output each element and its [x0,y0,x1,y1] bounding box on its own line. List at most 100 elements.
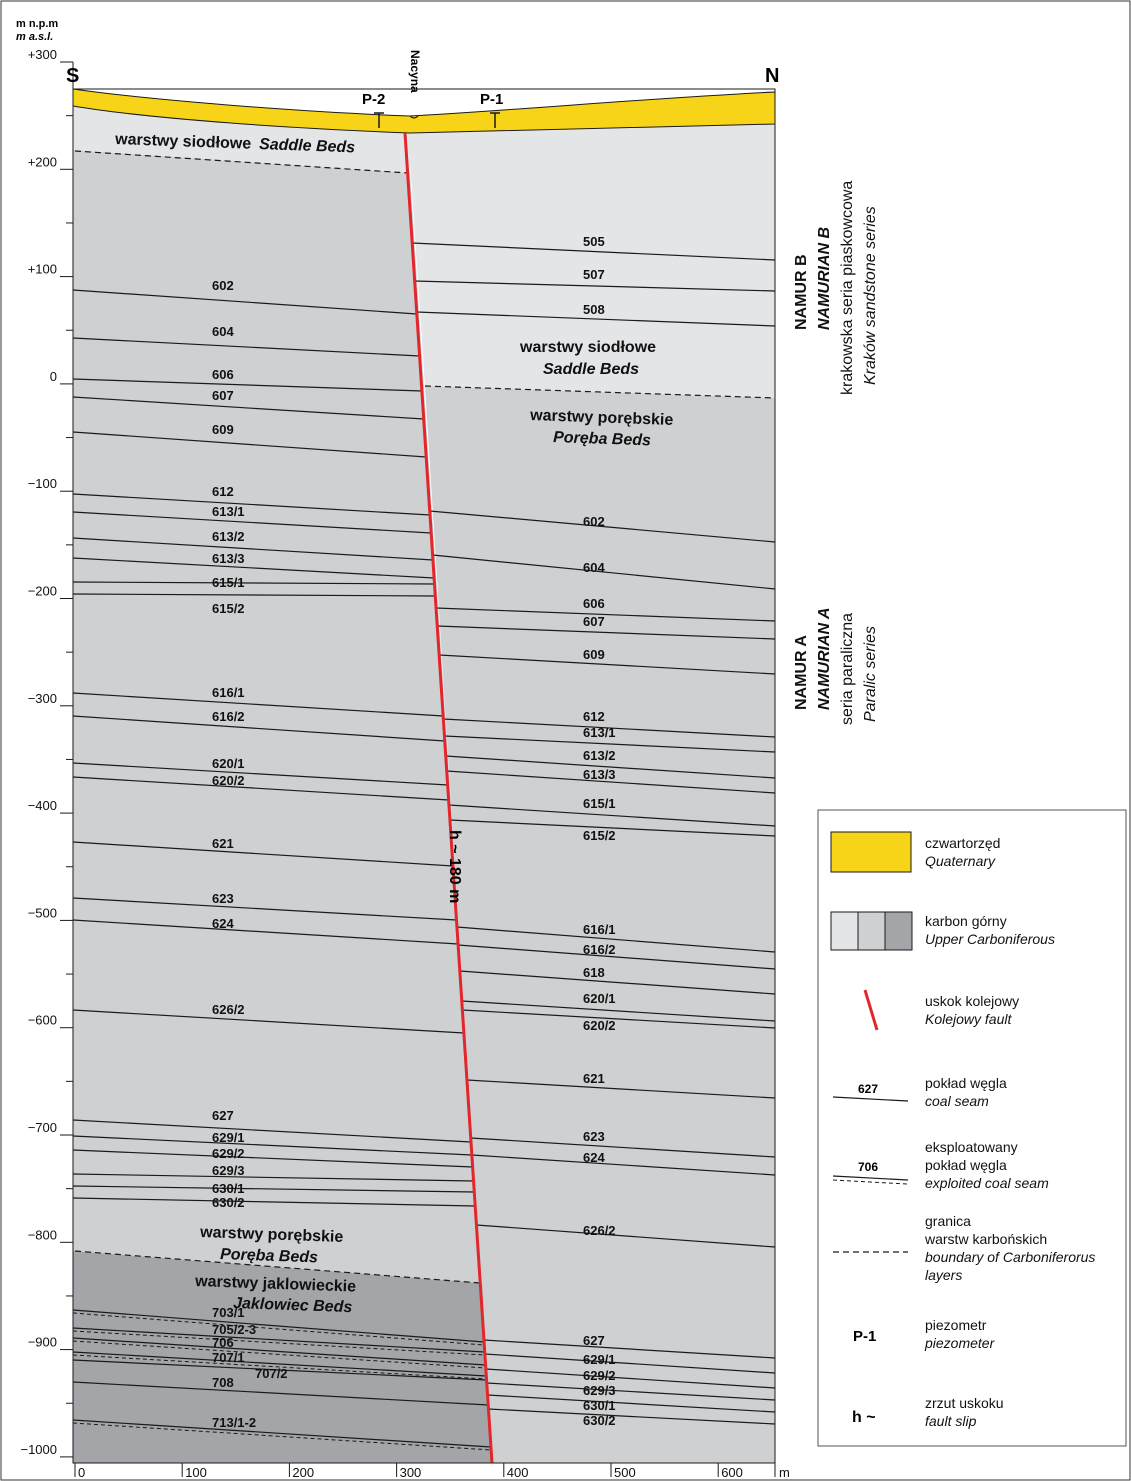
seam-label-left: 629/2 [212,1146,245,1161]
seam-label-left: 602 [212,278,234,293]
seam-label-left: 606 [212,367,234,382]
namurian-a-label: NAMURIAN A [816,607,833,710]
poreba-south-pl: warstwy porębskie [199,1224,344,1246]
legend-quaternary-pl: czwartorzęd [925,835,1000,851]
exploited-seam-dash [72,1330,485,1356]
piezometer-p1-label: P-1 [480,91,503,108]
quaternary-fill [72,88,776,134]
legend-fault-line [863,989,879,1031]
legend-exploited-pl2: pokład węgla [925,1157,1007,1173]
legend-slip-pl: zrzut uskoku [925,1395,1004,1411]
seam-line-right [470,1137,776,1158]
seam-label-left: 629/3 [212,1163,245,1178]
boundary-jaklowiec [74,1250,481,1284]
seam-label-left: 620/2 [212,773,245,788]
seam-label-left: 705/2-3 [212,1322,256,1337]
seam-label-left: 713/1-2 [212,1415,256,1430]
y-tick-label: −300 [28,691,57,706]
piezometer-p2-label: P-2 [362,91,385,108]
seam-labels: 602604606607609612613/1613/2613/3615/161… [212,234,616,1430]
namur-b-label: NAMUR B [793,254,810,330]
seam-label-left: 707/1 [212,1350,245,1365]
seam-label-right: 606 [583,596,605,611]
river-label: Nacyna [408,50,422,93]
seam-line-right [414,280,776,292]
seam-line-right [486,1382,776,1401]
krakow-series-en: Kraków sandstone series [862,206,879,385]
seam-label-right: 627 [583,1333,605,1348]
seam-label-left: 623 [212,891,234,906]
x-tick-label: 500 [614,1465,636,1480]
y-tick-label: −700 [28,1120,57,1135]
seam-line-left [72,1135,472,1156]
y-tick-label: −400 [28,798,57,813]
seam-label-left: 615/2 [212,601,245,616]
seam-label-right: 626/2 [583,1223,616,1238]
krakow-series-pl: krakowska seria piaskowcowa [839,181,856,395]
seam-line-left [72,776,449,801]
seam-line-left [72,557,435,579]
y-tick-label: −500 [28,905,57,920]
legend-exploited-number: 706 [858,1160,878,1174]
seam-line-left [72,762,448,786]
saddle-beds-label-en: Saddle Beds [259,136,356,156]
legend: czwartorzęd Quaternary karbon górny Uppe… [817,809,1127,1447]
legend-carbon-swatch-light [830,911,859,951]
seam-line-left [72,1173,474,1182]
stratigraphy-namur-b: NAMUR B NAMURIAN B krakowska seria piask… [793,181,879,395]
legend-fault-pl: uskok kolejowy [925,993,1019,1009]
seam-line-right [487,1394,776,1413]
seam-label-left: 609 [212,422,234,437]
x-tick-label: 600 [721,1465,743,1480]
seam-label-left: 703/1 [212,1305,245,1320]
seam-label-right: 609 [583,647,605,662]
y-tick-label: +100 [28,262,57,277]
seam-label-left: 616/2 [212,709,245,724]
poreba-north-pl: warstwy porębskie [529,407,674,429]
seam-line-left [72,897,457,921]
legend-exploited-dash [832,1179,909,1185]
saddle-beds-label-pl: warstwy siodłowe Saddle Beds [114,131,356,156]
y-tick-label: +200 [28,154,57,169]
seam-label-right: 508 [583,302,605,317]
seam-label-right: 616/1 [583,922,616,937]
seam-label-left: 708 [212,1375,234,1390]
seam-label-left: 615/1 [212,575,245,590]
seam-line-left [72,841,453,867]
seam-line-left [72,1337,486,1366]
saddle-north-pl: warstwy siodłowe [519,339,656,356]
legend-quaternary-swatch [830,831,912,873]
seam-line-left [72,593,436,597]
seam-label-right: 613/2 [583,748,616,763]
legend-quaternary-en: Quaternary [925,853,996,869]
x-unit-label: m [779,1465,790,1480]
seam-line-left [72,1185,475,1193]
seam-line-right [466,1079,776,1099]
legend-boundary-pl2: warstw karbońskich [924,1231,1047,1247]
legend-piezometer-en: piezometer [924,1335,996,1351]
seam-line-left [72,431,427,458]
seam-label-right: 620/1 [583,991,616,1006]
poreba-beds-south-fill [73,150,482,1283]
seam-line-left [72,537,433,561]
seam-line-left [72,1351,487,1377]
legend-exploited-pl1: eksploatowany [925,1139,1018,1155]
legend-carbon-en: Upper Carboniferous [925,931,1055,947]
seam-line-left [72,1381,489,1406]
seam-lines [72,242,776,1451]
seam-label-right: 602 [583,514,605,529]
seam-line-right [458,944,776,970]
unit-label-pl: m n.p.m [16,18,58,30]
poreba-north-en: Poręba Beds [553,429,651,449]
legend-fault-en: Kolejowy fault [925,1011,1012,1027]
seam-label-right: 621 [583,1071,605,1086]
legend-carbon-pl: karbon górny [925,913,1007,929]
unit-label-en: m a.s.l. [16,31,53,43]
layer-fills [72,88,776,1463]
y-tick-label: −800 [28,1227,57,1242]
seam-label-right: 612 [583,709,605,724]
seam-line-right [462,1009,776,1029]
seam-line-right [461,1000,776,1022]
y-tick-label: −900 [28,1335,57,1350]
stratigraphy-namur-a: NAMUR A NAMURIAN A seria paraliczna Para… [793,607,879,725]
